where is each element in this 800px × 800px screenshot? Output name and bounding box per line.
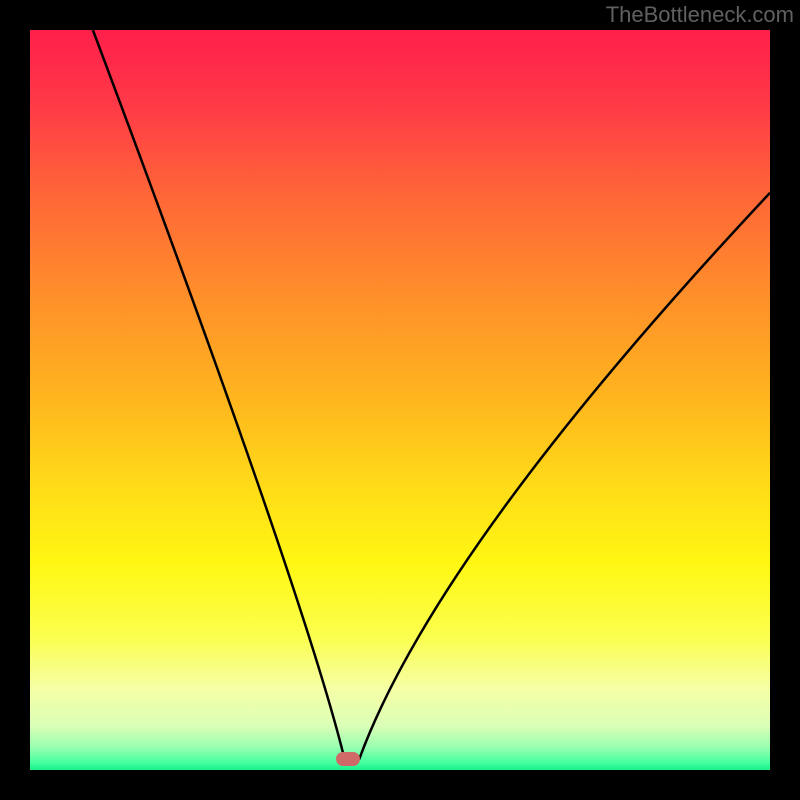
curve-right-branch	[352, 193, 770, 761]
plot-area	[30, 30, 770, 770]
watermark-text: TheBottleneck.com	[606, 2, 794, 28]
curve-left-branch	[93, 30, 352, 761]
optimal-marker	[336, 752, 360, 766]
bottleneck-curve-svg	[30, 30, 770, 770]
